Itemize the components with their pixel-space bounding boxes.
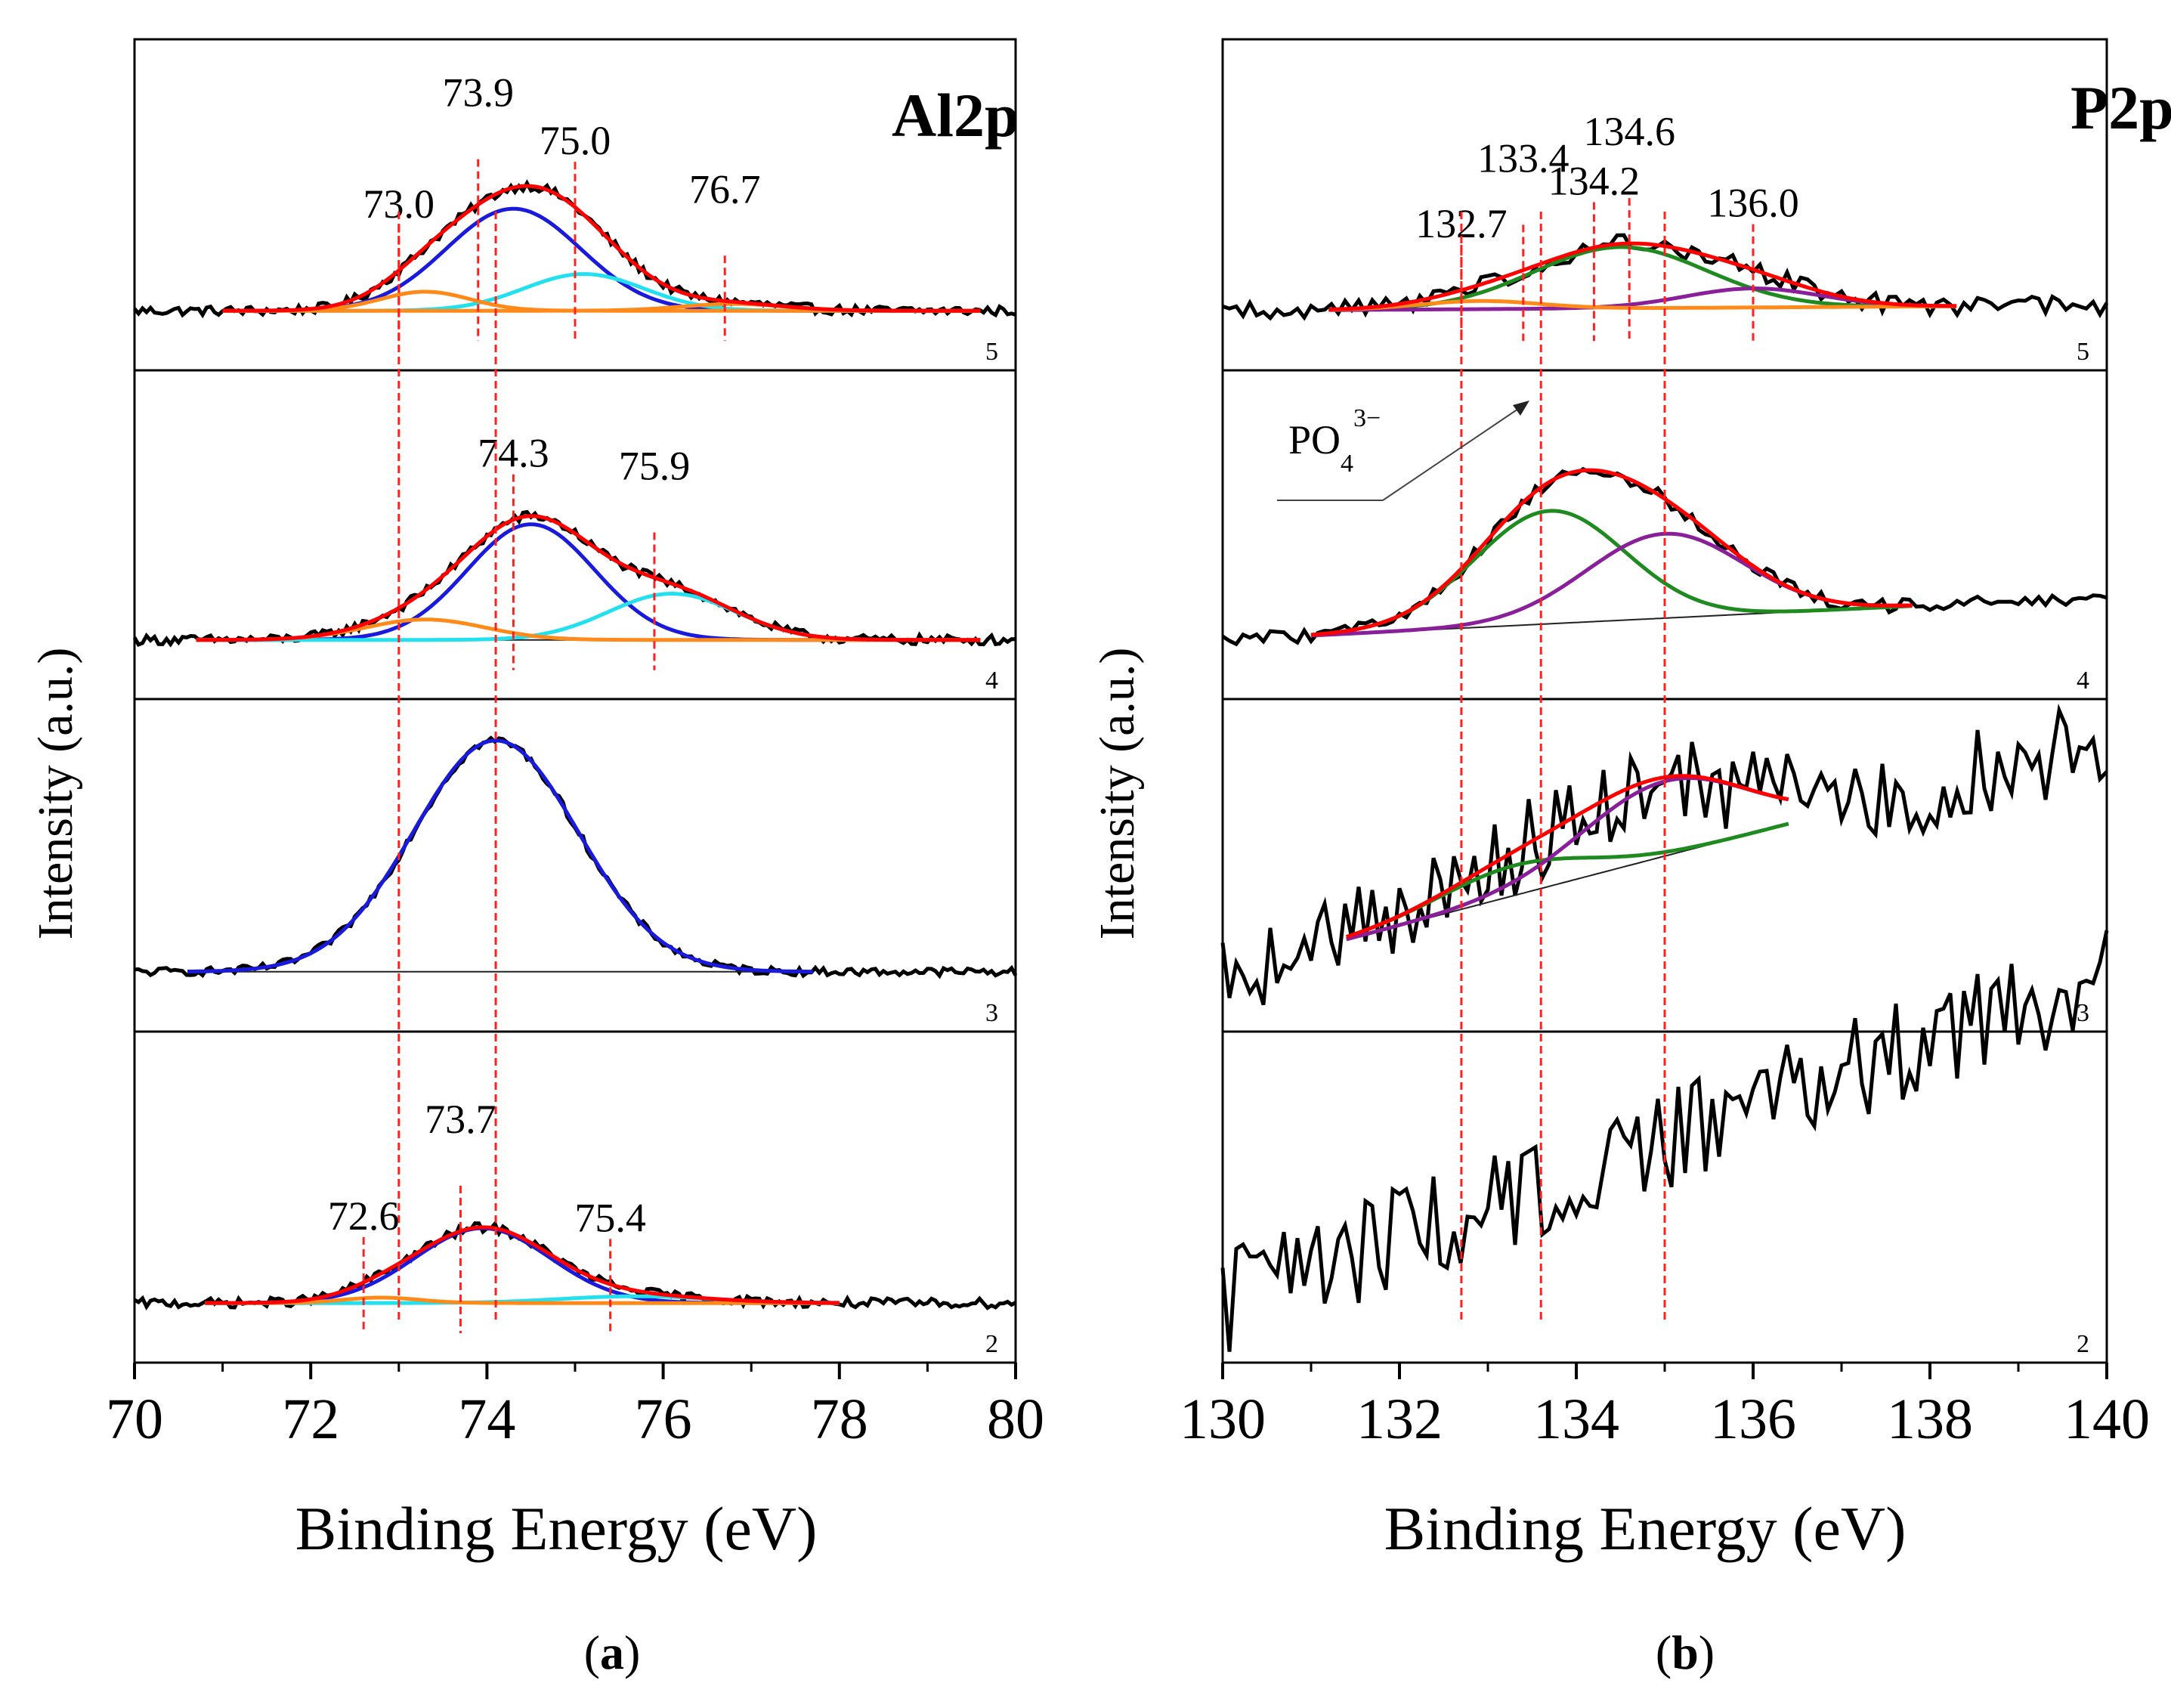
a-component-blue bbox=[187, 738, 813, 974]
a-tick-label: 78 bbox=[811, 1388, 868, 1451]
a-reference-lines bbox=[397, 212, 497, 1323]
a-tick-label: 76 bbox=[635, 1388, 692, 1451]
b-marker-label: 134.6 bbox=[1583, 109, 1675, 154]
b-marker-label: 134.2 bbox=[1548, 159, 1641, 204]
chart-a: 73.0 73.9 75.0 76.7 5 74.3 75.9 4 3 72.6 73.7 75.4 2… bbox=[28, 38, 1044, 1679]
b-x-ticks: 130 132 134 136 138 140 bbox=[1180, 1363, 2150, 1451]
a-panel-tag: 5 bbox=[985, 338, 998, 366]
b-tick-label: 140 bbox=[2064, 1388, 2150, 1451]
b-reference-lines bbox=[1460, 212, 1666, 1323]
po4-text: PO bbox=[1288, 417, 1341, 463]
b-panel-tag: 2 bbox=[2077, 1330, 2089, 1358]
a-x-ticks: 70 72 74 76 78 80 bbox=[106, 1363, 1044, 1451]
a-panels: 73.0 73.9 75.0 76.7 5 74.3 75.9 4 3 72.6 73.7 75.4 2 bbox=[132, 38, 1018, 1364]
a-panel-tag: 3 bbox=[985, 999, 998, 1027]
po4-sup: 3− bbox=[1353, 404, 1381, 432]
po4-arrow-line bbox=[1382, 404, 1526, 501]
b-panel-tag: 3 bbox=[2077, 999, 2089, 1027]
a-marker-label: 73.0 bbox=[363, 181, 435, 227]
a-title: Al2p bbox=[892, 81, 1019, 150]
a-panel-3: 3 bbox=[133, 698, 1018, 1033]
b-component-orange bbox=[1328, 299, 1957, 312]
po4-sub: 4 bbox=[1341, 450, 1353, 478]
b-y-axis-title: Intensity (a.u.) bbox=[1090, 648, 1145, 940]
po4-arrowhead bbox=[1513, 401, 1529, 416]
b-tick-label: 136 bbox=[1710, 1388, 1796, 1451]
a-tick-label: 72 bbox=[282, 1388, 339, 1451]
b-tick-label: 130 bbox=[1180, 1388, 1266, 1451]
a-marker-label: 75.4 bbox=[574, 1195, 646, 1240]
a-raw-spectrum bbox=[134, 735, 1018, 979]
a-panel-tag: 2 bbox=[985, 1330, 998, 1358]
a-tick-label: 74 bbox=[458, 1388, 515, 1451]
b-tick-label: 138 bbox=[1887, 1388, 1973, 1451]
b-caption-letter: b bbox=[1672, 1626, 1699, 1679]
a-panel-tag: 4 bbox=[985, 667, 998, 695]
a-component-orange bbox=[205, 1295, 840, 1305]
a-marker-label: 74.3 bbox=[478, 431, 549, 476]
a-y-axis-title: Intensity (a.u.) bbox=[28, 648, 83, 940]
a-panel-4: 74.3 75.9 4 bbox=[132, 369, 1017, 701]
a-envelope-fit bbox=[222, 184, 981, 313]
b-x-axis-title: Binding Energy (eV) bbox=[1384, 1494, 1907, 1563]
a-marker-label: 75.9 bbox=[619, 443, 691, 488]
b-panel-tag: 4 bbox=[2077, 667, 2089, 695]
po4-annotation: PO43− bbox=[1277, 401, 1529, 501]
a-panel-frame bbox=[133, 698, 1017, 1033]
b-caption: (b) bbox=[1656, 1626, 1715, 1679]
b-title: P2p bbox=[2070, 73, 2171, 142]
b-tick-label: 134 bbox=[1533, 1388, 1619, 1451]
b-envelope-fit bbox=[1328, 241, 1957, 312]
a-marker-label: 73.9 bbox=[442, 70, 514, 116]
a-tick-label: 70 bbox=[106, 1388, 163, 1451]
a-caption: (a) bbox=[584, 1626, 641, 1679]
b-envelope-fit bbox=[1310, 468, 1913, 637]
a-envelope-fit bbox=[196, 514, 981, 642]
a-tick-label: 80 bbox=[987, 1388, 1044, 1451]
a-component-blue bbox=[222, 206, 981, 313]
a-panel-5: 73.0 73.9 75.0 76.7 5 bbox=[133, 38, 1017, 372]
po4-label: PO43− bbox=[1288, 404, 1381, 478]
a-panel-2: 72.6 73.7 75.4 2 bbox=[133, 1030, 1017, 1364]
a-x-axis-title: Binding Energy (eV) bbox=[295, 1494, 818, 1563]
b-marker-label: 133.4 bbox=[1477, 135, 1569, 181]
b-panel-tag: 5 bbox=[2077, 338, 2089, 366]
a-marker-label: 75.0 bbox=[540, 118, 611, 163]
a-envelope-fit bbox=[205, 1225, 840, 1305]
a-caption-letter: a bbox=[600, 1626, 624, 1679]
b-marker-label: 136.0 bbox=[1707, 181, 1799, 226]
a-marker-label: 73.7 bbox=[425, 1097, 496, 1142]
a-marker-label: 76.7 bbox=[689, 166, 761, 212]
b-tick-label: 132 bbox=[1356, 1388, 1443, 1451]
a-marker-label: 72.6 bbox=[328, 1193, 400, 1239]
b-envelope-fit bbox=[1345, 774, 1789, 939]
